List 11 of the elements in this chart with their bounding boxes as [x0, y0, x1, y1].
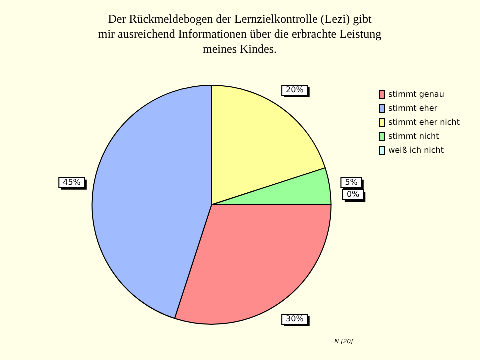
legend-label: stimmt eher: [388, 104, 438, 114]
data-label: 30%: [286, 314, 304, 324]
legend-label: weiß ich nicht: [388, 146, 444, 156]
legend-label: stimmt nicht: [388, 132, 440, 142]
data-label: 45%: [63, 178, 82, 187]
legend-label: stimmt eher nicht: [388, 118, 460, 128]
data-label: 20%: [286, 86, 304, 95]
chart-title: Der Rückmeldebogen der Lernzielkontrolle (Lezi) gibt mir ausreichend Informationen über die erbrachte Leistung meines Kindes.: [97, 11, 383, 58]
legend-label: stimmt genau: [388, 90, 444, 100]
text: 0%: [346, 190, 360, 200]
data-label: 5%: [345, 178, 358, 187]
